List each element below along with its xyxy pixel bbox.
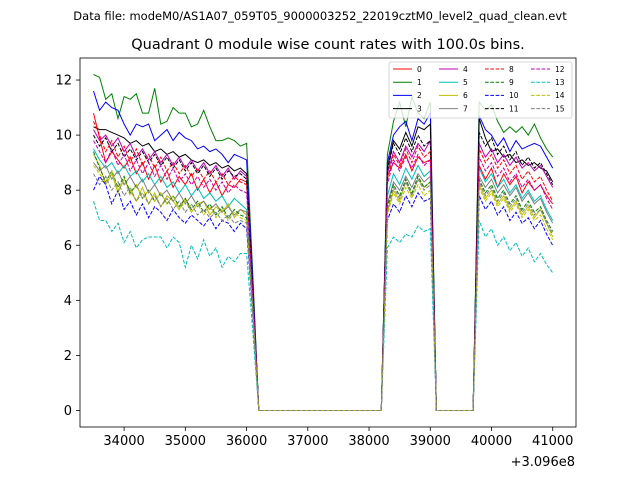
x-tick-label: 38000 <box>348 434 389 449</box>
series-line-12 <box>93 140 554 411</box>
series-line-6 <box>93 154 554 411</box>
x-tick-label: 36000 <box>226 434 267 449</box>
series-line-3 <box>93 118 554 411</box>
series-line-2 <box>93 90 554 411</box>
chart-suptitle: Data file: modeM0/AS1A07_059T05_90000032… <box>73 9 567 23</box>
y-tick-label: 8 <box>64 184 72 199</box>
series-line-10 <box>93 175 554 411</box>
legend-label-2: 2 <box>417 91 422 100</box>
y-tick-label: 0 <box>64 404 72 419</box>
series-line-13 <box>93 201 554 411</box>
x-tick-label: 40000 <box>471 434 512 449</box>
legend-label-8: 8 <box>509 65 514 74</box>
y-tick-label: 10 <box>55 129 72 144</box>
legend-label-5: 5 <box>463 78 468 87</box>
x-axis: 34000 35000 36000 37000 38000 39000 40000 41000 <box>103 427 573 449</box>
legend-label-12: 12 <box>555 65 565 74</box>
legend-label-14: 14 <box>555 91 565 100</box>
legend-label-3: 3 <box>417 104 422 113</box>
y-tick-label: 12 <box>55 74 72 89</box>
y-tick-label: 4 <box>64 294 72 309</box>
legend-label-4: 4 <box>463 65 468 74</box>
legend-label-15: 15 <box>555 104 565 113</box>
y-axis: 0 2 4 6 8 10 12 <box>55 74 80 419</box>
legend-label-1: 1 <box>417 78 422 87</box>
legend-label-10: 10 <box>509 91 519 100</box>
chart-title: Quadrant 0 module wise count rates with … <box>131 37 525 53</box>
series-line-4 <box>93 129 554 411</box>
legend-label-0: 0 <box>417 65 422 74</box>
series-line-11 <box>93 132 554 411</box>
series-line-14 <box>93 165 554 411</box>
series-line-15 <box>93 173 554 411</box>
legend-label-11: 11 <box>509 104 519 113</box>
legend-label-6: 6 <box>463 91 468 100</box>
x-tick-label: 37000 <box>287 434 328 449</box>
legend-label-13: 13 <box>555 78 565 87</box>
plot-lines <box>93 74 554 411</box>
x-tick-label: 35000 <box>165 434 206 449</box>
y-tick-label: 2 <box>64 349 72 364</box>
legend-box <box>388 61 573 119</box>
series-line-8 <box>93 121 554 411</box>
series-line-0 <box>93 112 554 411</box>
legend-label-9: 9 <box>509 78 514 87</box>
x-tick-label: 39000 <box>410 434 451 449</box>
series-line-7 <box>93 162 554 411</box>
series-line-9 <box>93 151 554 411</box>
x-offset-label: +3.096e8 <box>511 455 575 470</box>
series-line-5 <box>93 148 554 411</box>
x-tick-label: 34000 <box>103 434 144 449</box>
legend-label-7: 7 <box>463 104 468 113</box>
plot-frame <box>79 57 577 428</box>
x-tick-label: 41000 <box>532 434 573 449</box>
y-tick-label: 6 <box>64 239 72 254</box>
